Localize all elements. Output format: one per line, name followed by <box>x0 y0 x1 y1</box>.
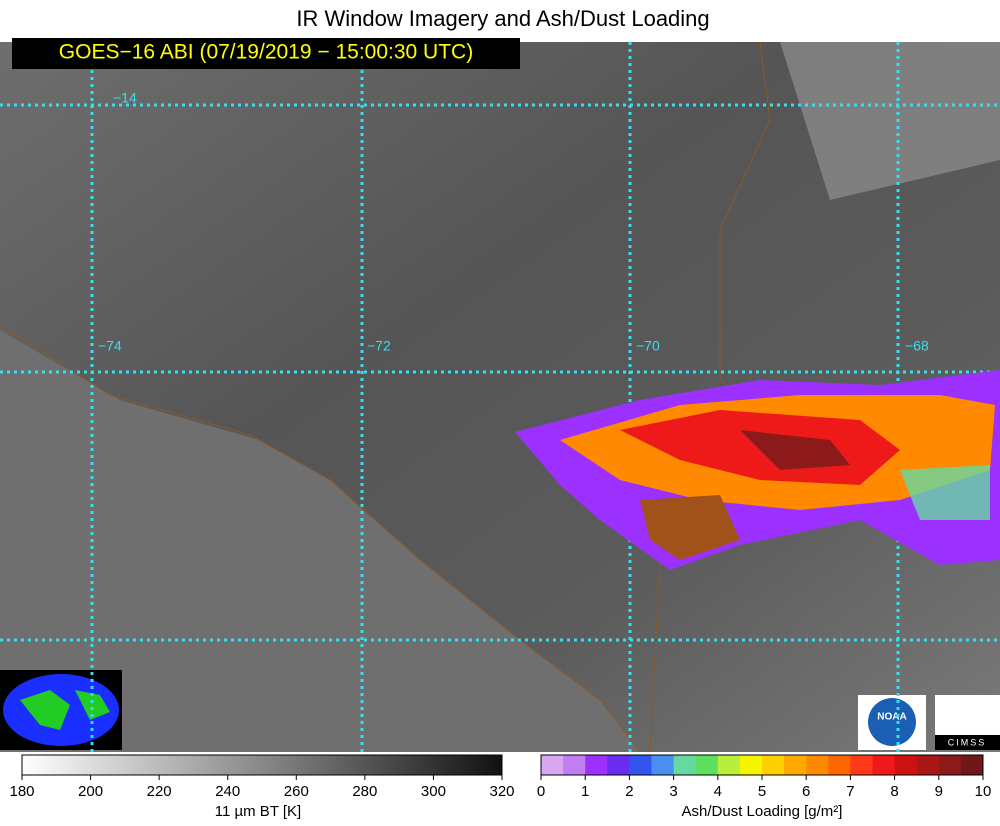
colorbar-swatch <box>784 755 807 775</box>
lat-label: −14 <box>113 90 137 106</box>
tick-label: 7 <box>846 783 854 800</box>
colorbar-swatch <box>938 755 962 775</box>
colorbar-swatch <box>563 755 586 775</box>
lon-label: −68 <box>905 338 929 354</box>
colorbar-swatch <box>607 755 630 775</box>
colorbar-swatch <box>872 755 896 775</box>
clouds <box>560 42 1000 200</box>
colorbar-swatch <box>717 755 741 775</box>
tick-label: 300 <box>421 783 446 800</box>
continents <box>20 690 110 730</box>
colorbar-swatch <box>629 755 652 775</box>
tick-label: 180 <box>9 783 34 800</box>
title: IR Window Imagery and Ash/Dust Loading <box>296 6 709 31</box>
timestamp-box <box>12 38 520 69</box>
colorbar-swatch <box>651 755 675 775</box>
colorbar-swatch <box>673 755 697 775</box>
tick-label: 240 <box>215 783 240 800</box>
tick-label: 8 <box>890 783 898 800</box>
colorbar-swatch <box>762 755 785 775</box>
tick-label: 10 <box>975 783 992 800</box>
colorbar-swatch <box>541 755 564 775</box>
colorbar-swatch <box>585 755 608 775</box>
colorbar-swatch <box>894 755 918 775</box>
colorbar-swatch <box>960 755 984 775</box>
lon-label: −70 <box>636 338 660 354</box>
tick-label: 260 <box>284 783 309 800</box>
colorbar-swatch <box>806 755 829 775</box>
colorbar-swatch <box>850 755 873 775</box>
cimss-band <box>935 735 1000 750</box>
tick-label: 5 <box>758 783 766 800</box>
bt-colorbar <box>21 754 503 776</box>
tick-label: 9 <box>935 783 943 800</box>
ocean <box>0 330 640 752</box>
ash-colorbar-label: Ash/Dust Loading [g/m²] <box>682 803 843 820</box>
tick-label: 220 <box>147 783 172 800</box>
colorbar-swatch <box>916 755 940 775</box>
coastline <box>0 324 641 753</box>
lon-label: −72 <box>367 338 391 354</box>
map: NOAA CIMSS −14 −74 −72 −70 −68 <box>0 41 1000 753</box>
lon-label: −74 <box>98 338 122 354</box>
bt-colorbar-label: 11 µm BT [K] <box>215 803 301 820</box>
tick-label: 320 <box>489 783 514 800</box>
colorbar-swatch <box>695 755 719 775</box>
tick-label: 1 <box>581 783 589 800</box>
noaa-text: NOAA <box>877 712 906 723</box>
tick-label: 0 <box>537 783 545 800</box>
tick-label: 2 <box>625 783 633 800</box>
cimss-text: CIMSS <box>948 737 987 747</box>
ash-plume <box>515 370 1000 570</box>
tick-label: 6 <box>802 783 810 800</box>
tick-label: 280 <box>352 783 377 800</box>
colorbar-swatch <box>739 755 763 775</box>
tick-label: 4 <box>714 783 722 800</box>
tick-label: 3 <box>669 783 677 800</box>
colorbar-swatch <box>828 755 851 775</box>
noaa-logo <box>868 698 916 746</box>
tick-label: 200 <box>78 783 103 800</box>
timestamp: GOES−16 ABI (07/19/2019 − 15:00:30 UTC) <box>59 41 473 64</box>
